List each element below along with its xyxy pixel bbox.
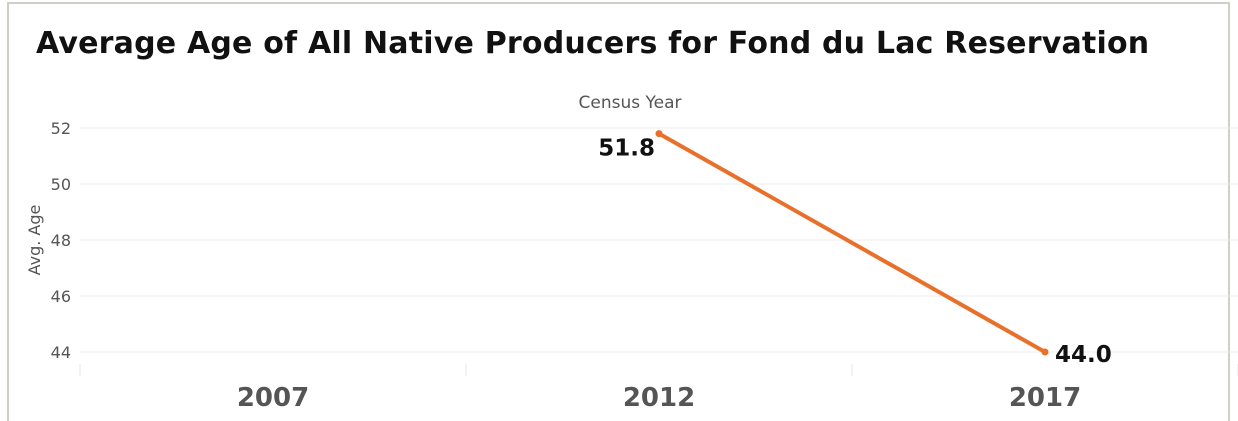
y-tick-label: 44 <box>51 343 71 362</box>
y-tick-label: 48 <box>51 231 71 250</box>
data-point[interactable] <box>1041 348 1049 356</box>
x-axis-title: Census Year <box>579 93 682 113</box>
y-axis-title: Avg. Age <box>25 205 44 276</box>
series-line <box>657 131 1047 354</box>
y-tick-label: 50 <box>51 175 71 194</box>
gridlines <box>80 127 1238 353</box>
data-point[interactable] <box>655 130 663 138</box>
x-category-label: 2012 <box>623 383 695 413</box>
chart-title: Average Age of All Native Producers for … <box>36 26 1150 61</box>
series-layer: 51.8 44.0 <box>598 130 1112 368</box>
data-label: 51.8 <box>598 136 655 162</box>
y-axis-ticks: 44 46 48 50 52 <box>51 119 71 362</box>
data-label: 44.0 <box>1055 342 1112 368</box>
chart-frame <box>7 2 1230 421</box>
x-category-label: 2007 <box>237 383 309 413</box>
x-category-label: 2017 <box>1009 383 1081 413</box>
y-tick-label: 52 <box>51 119 71 138</box>
y-tick-label: 46 <box>51 287 71 306</box>
x-axis-categories: 2007 2012 2017 <box>79 364 1238 413</box>
